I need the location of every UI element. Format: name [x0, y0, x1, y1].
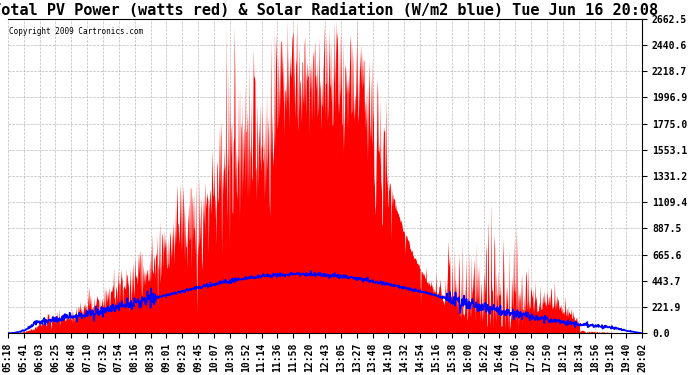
Title: Total PV Power (watts red) & Solar Radiation (W/m2 blue) Tue Jun 16 20:08: Total PV Power (watts red) & Solar Radia… [0, 3, 658, 18]
Text: Copyright 2009 Cartronics.com: Copyright 2009 Cartronics.com [9, 27, 143, 36]
